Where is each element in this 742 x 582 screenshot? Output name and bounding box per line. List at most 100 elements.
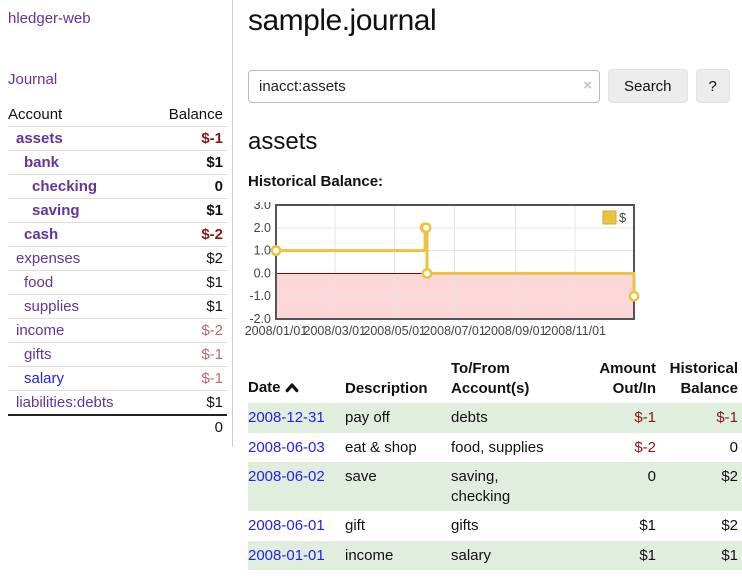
register-amount: $-1 (634, 409, 656, 426)
register-row: 2008-01-01 income salary $1 $1 (248, 540, 742, 570)
sidebar-account-link[interactable]: liabilities:debts (16, 394, 114, 411)
account-row: income $-2 (8, 318, 227, 343)
accounts-table: Account Balance assets $-1 bank $1 checking 0… (8, 103, 227, 439)
sidebar-account-link[interactable]: income (16, 322, 65, 339)
chevron-up-icon (285, 379, 299, 399)
register-amount: $1 (639, 517, 656, 534)
plot-border (275, 204, 635, 320)
search-field-wrap: × (248, 69, 600, 103)
accounts-total-row: 0 (8, 414, 227, 439)
sidebar: hledger-web Journal Account Balance asse… (0, 0, 233, 447)
data-point-marker (421, 267, 433, 279)
clear-search-icon[interactable]: × (583, 76, 592, 94)
register-accounts: saving, checking (451, 468, 511, 505)
account-balance: $-1 (201, 370, 223, 387)
x-axis-tick-label: 2008/01/01 (245, 324, 308, 338)
register-balance: $1 (721, 546, 738, 564)
sidebar-account-link[interactable]: saving (32, 202, 80, 219)
sidebar-account-link[interactable]: checking (32, 178, 98, 195)
y-axis-tick-label: 3.0 (254, 202, 271, 212)
chart-title: Historical Balance: (248, 173, 384, 190)
legend-label: $ (619, 210, 627, 225)
accounts-header-row: Account Balance (8, 103, 227, 127)
page-title: sample.journal (248, 4, 437, 37)
account-balance: 0 (214, 178, 223, 195)
register-accounts: salary (451, 546, 492, 564)
register-balance: $2 (721, 517, 738, 534)
account-balance: $-1 (201, 130, 223, 147)
register-col-date[interactable]: Date (248, 357, 345, 403)
account-balance: $1 (206, 298, 223, 315)
data-point-marker (628, 290, 640, 302)
y-axis-tick-label: -1.0 (249, 289, 271, 303)
sidebar-account-link[interactable]: food (24, 274, 54, 291)
register-description: save (345, 468, 377, 485)
accounts-total-value: 0 (151, 414, 227, 439)
y-axis-tick-label: -2.0 (249, 312, 271, 326)
register-date-link[interactable]: 2008-01-01 (248, 546, 325, 564)
search-button[interactable]: Search (608, 69, 688, 103)
x-axis-tick-label: 2008/09/01 (484, 324, 547, 338)
account-row: liabilities:debts $1 (8, 390, 227, 416)
account-row: gifts $-1 (8, 342, 227, 367)
accounts-col-balance: Balance (168, 106, 223, 123)
register-row: 2008-12-31 pay off debts $-1 $-1 (248, 403, 742, 433)
register-date-link[interactable]: 2008-06-01 (248, 517, 325, 534)
main-content: sample.journal × Search ? assets Histori… (245, 0, 742, 570)
search-input[interactable] (248, 69, 600, 103)
sidebar-account-link[interactable]: salary (24, 370, 65, 387)
register-row: 2008-06-02 save saving, checking 0 $2 (248, 462, 742, 511)
register-date-link[interactable]: 2008-06-03 (248, 438, 325, 456)
account-row: bank $1 (8, 150, 227, 175)
register-accounts: gifts (451, 517, 479, 534)
account-balance: $1 (206, 394, 223, 411)
register-description: income (345, 546, 394, 564)
register-col-balance: Historical Balance (669, 360, 738, 397)
register-col-amount: Amount Out/In (599, 360, 656, 397)
register-accounts: debts (451, 409, 488, 426)
data-point-marker (270, 245, 282, 257)
legend-swatch (602, 210, 617, 225)
register-amount: $1 (639, 546, 656, 564)
account-row: cash $-2 (8, 222, 227, 247)
account-balance: $-2 (201, 322, 223, 339)
account-row: assets $-1 (8, 126, 227, 151)
register-date-link[interactable]: 2008-06-02 (248, 468, 325, 485)
account-balance: $-2 (201, 226, 223, 243)
register-description: gift (345, 517, 366, 534)
account-balance: $2 (206, 250, 223, 267)
x-axis-tick-label: 2008/03/01 (304, 324, 367, 338)
register-col-accounts: To/From Account(s) (451, 360, 530, 397)
historical-balance-chart: $3.0 2.0 1.0 0.0 -1.0 -2.0 2008/01/01 2008/03/0… (239, 198, 742, 343)
account-balance: $-1 (201, 346, 223, 363)
account-row: expenses $2 (8, 246, 227, 271)
sidebar-account-link[interactable]: gifts (24, 346, 52, 363)
sidebar-account-link[interactable]: expenses (16, 250, 81, 267)
search-bar: × Search ? (248, 69, 742, 103)
accounts-col-account: Account (8, 106, 63, 123)
register-table: Date Description To/From Account(s) Amou… (248, 357, 742, 570)
sidebar-account-link[interactable]: bank (24, 154, 60, 171)
register-description: eat & shop (345, 438, 417, 456)
app-title-link[interactable]: hledger-web (8, 10, 91, 27)
account-row: salary $-1 (8, 366, 227, 391)
sidebar-item-journal[interactable]: Journal (8, 71, 58, 88)
sidebar-account-link[interactable]: supplies (24, 298, 80, 315)
y-axis-tick-label: 1.0 (254, 244, 271, 258)
register-amount: $-2 (634, 438, 656, 456)
account-row: saving $1 (8, 198, 227, 223)
register-date-link[interactable]: 2008-12-31 (248, 409, 325, 426)
register-header-row: Date Description To/From Account(s) Amou… (248, 357, 742, 403)
register-amount: 0 (647, 468, 656, 485)
register-col-description: Description (345, 379, 428, 397)
sidebar-account-link[interactable]: cash (24, 226, 59, 243)
help-button[interactable]: ? (695, 69, 730, 103)
sidebar-account-link[interactable]: assets (16, 130, 63, 147)
x-axis-tick-label: 2008/11/01 (544, 324, 606, 338)
register-row: 2008-06-03 eat & shop food, supplies $-2 0 (248, 433, 742, 463)
y-axis-tick-label: 2.0 (254, 221, 271, 235)
register-balance: $2 (721, 468, 738, 485)
account-balance: $1 (206, 274, 223, 291)
account-heading: assets (248, 128, 318, 155)
account-row: supplies $1 (8, 294, 227, 319)
